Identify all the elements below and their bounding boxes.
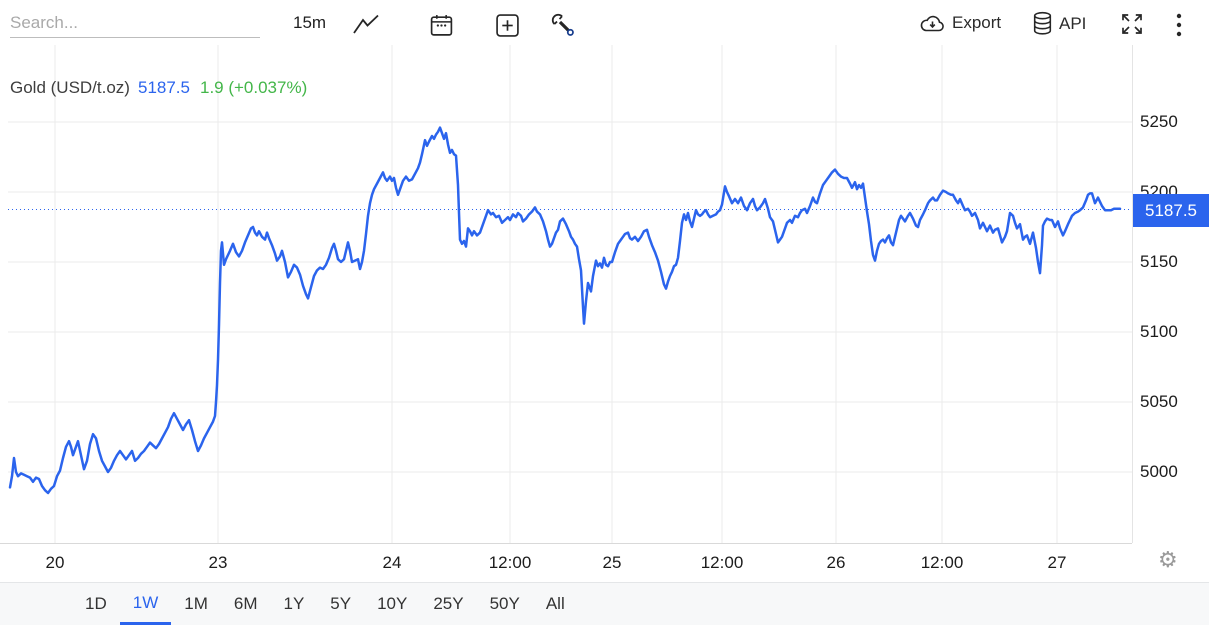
search-input[interactable] <box>10 8 260 38</box>
range-tab-10y[interactable]: 10Y <box>364 583 420 625</box>
x-axis-label: 24 <box>382 553 402 572</box>
api-label: API <box>1059 13 1087 33</box>
x-axis-label: 12:00 <box>700 553 744 572</box>
x-axis-label: 23 <box>208 553 228 572</box>
interval-selector[interactable]: 15m <box>293 13 327 32</box>
compare-add-button[interactable] <box>493 11 521 39</box>
line-chart-icon <box>353 14 379 34</box>
chart-legend: Gold (USD/t.oz) 5187.5 1.9 (+0.037%) <box>10 78 307 98</box>
range-tab-1y[interactable]: 1Y <box>270 583 317 625</box>
instrument-name: Gold (USD/t.oz) <box>10 78 130 97</box>
y-axis-label: 5100 <box>1140 322 1178 341</box>
line-chart-type-button[interactable] <box>352 11 380 39</box>
export-cloud-icon <box>920 15 944 32</box>
x-axis-label: 25 <box>602 553 622 572</box>
last-price: 5187.5 <box>137 78 190 97</box>
kebab-menu-icon <box>1176 13 1182 37</box>
wrench-icon <box>551 13 574 36</box>
x-axis-label: 20 <box>45 553 65 572</box>
plus-box-icon <box>495 13 519 37</box>
range-tab-50y[interactable]: 50Y <box>477 583 533 625</box>
fullscreen-expand-icon <box>1122 14 1142 34</box>
y-axis-label: 5050 <box>1140 392 1178 411</box>
tools-button[interactable] <box>549 11 577 39</box>
more-menu-button[interactable] <box>1168 11 1190 39</box>
x-axis-label: 27 <box>1047 553 1067 572</box>
price-chart[interactable] <box>0 0 1209 583</box>
calendar-icon <box>430 14 452 36</box>
settings-gear-icon[interactable]: ⚙︎ <box>1158 547 1178 572</box>
x-axis-label: 12:00 <box>488 553 532 572</box>
range-tab-bar: 1D 1W 1M 6M 1Y 5Y 10Y 25Y 50Y All <box>0 582 1209 625</box>
export-label: Export <box>952 12 1002 32</box>
price-change: 1.9 (+0.037%) <box>199 78 308 97</box>
price-series-line <box>8 126 1122 495</box>
range-tab-6m[interactable]: 6M <box>221 583 271 625</box>
y-axis-label: 5000 <box>1140 462 1178 481</box>
range-tab-1w[interactable]: 1W <box>119 583 172 625</box>
range-tab-1m[interactable]: 1M <box>171 583 221 625</box>
toolbar: 15m <box>0 0 1209 45</box>
export-button[interactable]: Export <box>918 11 1001 34</box>
range-tab-5y[interactable]: 5Y <box>317 583 364 625</box>
api-database-icon <box>1033 11 1052 35</box>
fullscreen-button[interactable] <box>1118 10 1146 38</box>
range-tab-1d[interactable]: 1D <box>72 583 120 625</box>
y-axis-label: 5250 <box>1140 112 1178 131</box>
x-axis-label: 26 <box>826 553 846 572</box>
api-button[interactable]: API <box>1032 11 1086 36</box>
y-axis-label: 5150 <box>1140 252 1178 271</box>
range-tab-25y[interactable]: 25Y <box>420 583 476 625</box>
date-range-button[interactable] <box>427 11 455 39</box>
x-axis-label: 12:00 <box>920 553 964 572</box>
range-tab-all[interactable]: All <box>533 583 578 625</box>
price-axis-badge: 5187.5 <box>1133 194 1209 227</box>
